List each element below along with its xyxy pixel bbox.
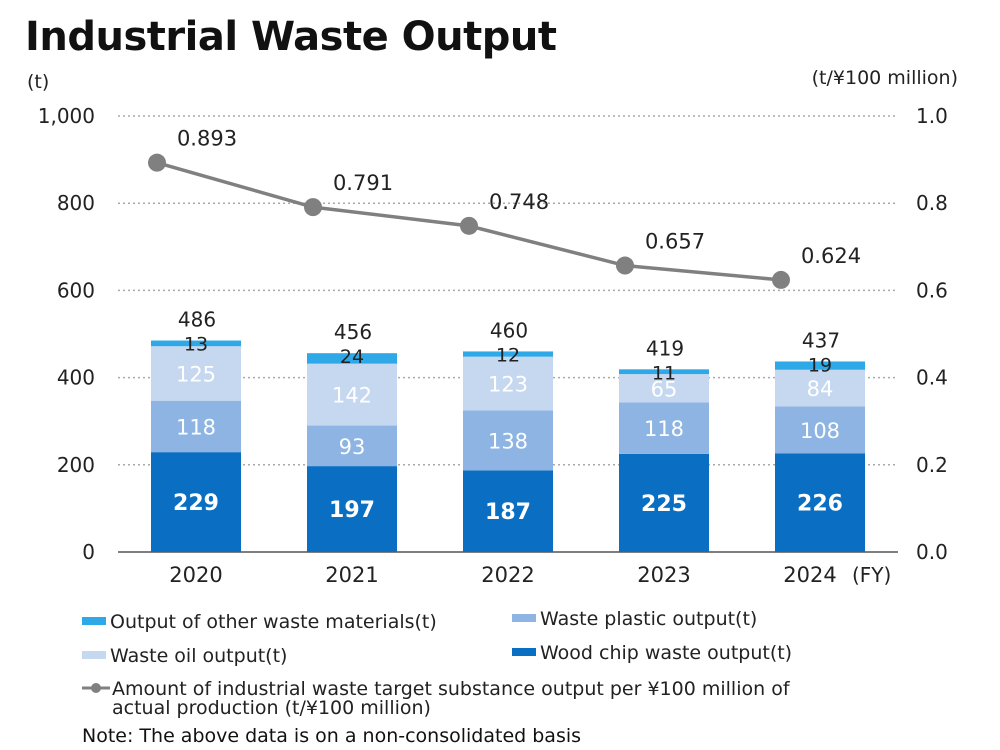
legend-item-plastic: Waste plastic output(t)	[512, 608, 757, 630]
bar-segment-plastic	[775, 406, 865, 454]
left-tick-label: 600	[57, 278, 95, 302]
bar-segment-oil-label: 125	[176, 362, 216, 386]
x-axis-labels: 2020 2021 2022 2023 2024	[169, 563, 836, 587]
bar-segment-oil-label: 65	[651, 377, 678, 401]
ratio-point	[616, 256, 634, 275]
footnote: Note: The above data is on a non-consoli…	[82, 725, 582, 747]
ratio-point	[148, 153, 166, 172]
right-tick-label: 0.8	[916, 191, 948, 215]
bar-segment-plastic	[463, 410, 553, 471]
left-axis-ticks: 0 200 400 600 800 1,000	[38, 104, 95, 564]
ratio-line: 0.893 0.791 0.748 0.657 0.624	[148, 127, 861, 289]
bar-segment-other-label: 13	[184, 334, 208, 356]
bar-segment-other	[463, 351, 553, 357]
bar-segment-wood-label: 229	[173, 491, 219, 516]
left-axis-unit: (t)	[27, 71, 49, 93]
bar-segment-other-label: 24	[340, 346, 364, 368]
bar-segment-wood	[463, 470, 553, 552]
bar-segment-wood-label: 226	[797, 492, 843, 517]
ratio-point	[304, 198, 322, 217]
legend-swatch-oil	[82, 650, 106, 659]
bar-segment-wood-label: 197	[329, 498, 375, 523]
right-axis-unit: (t/¥100 million)	[812, 67, 958, 89]
x-tick-label: 2024	[783, 563, 836, 587]
bar-segment-plastic-label: 118	[644, 417, 684, 441]
bar-segment-plastic	[151, 400, 241, 453]
bar-segment-plastic-label: 138	[488, 429, 528, 453]
bar-total-label: 460	[490, 318, 528, 342]
left-tick-label: 400	[57, 366, 95, 390]
bar-segment-wood	[307, 466, 397, 552]
bar-segment-other	[619, 369, 709, 375]
bar-segment-plastic-label: 108	[800, 419, 840, 443]
legend-swatch-plastic	[512, 613, 536, 622]
bar-segment-wood	[151, 452, 241, 552]
bar-segment-other-label: 11	[652, 362, 676, 384]
x-tick-label: 2023	[637, 563, 690, 587]
legend-swatch-wood	[512, 647, 536, 656]
right-tick-label: 0.4	[916, 366, 948, 390]
bar-segment-other-label: 12	[496, 344, 520, 366]
x-tick-label: 2020	[169, 563, 222, 587]
x-tick-label: 2021	[325, 563, 378, 587]
legend-swatch-other	[82, 616, 106, 625]
legend-label-line-1: Amount of industrial waste target substa…	[112, 678, 790, 700]
legend-label-other: Output of other waste materials(t)	[110, 611, 437, 633]
bar-segment-wood-label: 187	[485, 500, 531, 525]
ratio-point-label: 0.624	[801, 244, 861, 268]
left-tick-label: 200	[57, 453, 95, 477]
right-tick-label: 0.2	[916, 453, 948, 477]
left-tick-label: 800	[57, 191, 95, 215]
bar-segment-wood	[775, 453, 865, 552]
bar-segment-oil-label: 123	[488, 372, 528, 396]
ratio-point-label: 0.791	[333, 171, 393, 195]
bar-segment-other	[307, 353, 397, 364]
bar-segment-oil	[151, 346, 241, 401]
bar-segment-plastic	[307, 425, 397, 467]
legend-item-other: Output of other waste materials(t)	[82, 611, 437, 633]
x-tick-label: 2022	[481, 563, 534, 587]
bar-segment-oil-label: 142	[332, 384, 372, 408]
bar-segment-oil	[775, 369, 865, 407]
bar-segment-other	[151, 340, 241, 347]
bar-segment-plastic-label: 118	[176, 415, 216, 439]
legend-label-plastic: Waste plastic output(t)	[540, 608, 758, 630]
legend-label-wood: Wood chip waste output(t)	[540, 642, 793, 664]
bar-segment-wood	[619, 453, 709, 552]
right-tick-label: 0.6	[916, 278, 948, 302]
left-tick-label: 0	[82, 540, 95, 564]
ratio-point	[772, 270, 790, 289]
right-tick-label: 0.0	[916, 540, 948, 564]
bar-segment-plastic	[619, 402, 709, 454]
bar-total-label: 486	[178, 308, 216, 332]
ratio-point-label: 0.893	[177, 127, 237, 151]
bar-segment-plastic-label: 93	[339, 435, 366, 459]
fy-label: (FY)	[852, 563, 891, 587]
bar-segment-other-label: 19	[808, 354, 832, 376]
right-axis-ticks: 0.0 0.2 0.4 0.6 0.8 1.0	[916, 104, 948, 564]
ratio-point-label: 0.657	[645, 230, 705, 254]
bar-total-label: 419	[646, 336, 684, 360]
ratio-point	[460, 216, 478, 235]
legend-item-oil: Waste oil output(t)	[82, 645, 287, 667]
ratio-point-label: 0.748	[489, 190, 549, 214]
bar-total-label: 456	[334, 320, 372, 344]
legend-swatch-line	[82, 682, 110, 693]
legend-label-oil: Waste oil output(t)	[110, 645, 288, 667]
bar-total-label: 437	[802, 328, 840, 352]
left-tick-label: 1,000	[38, 104, 95, 128]
legend-item-line: Amount of industrial waste target substa…	[82, 680, 790, 718]
bar-segment-oil-label: 84	[807, 377, 834, 401]
chart-title: Industrial Waste Output	[25, 14, 557, 60]
legend-item-wood: Wood chip waste output(t)	[512, 642, 792, 664]
bar-segment-other	[775, 361, 865, 370]
bar-segment-wood-label: 225	[641, 492, 687, 517]
right-tick-label: 1.0	[916, 104, 948, 128]
bar-segment-oil	[307, 363, 397, 426]
bar-segment-oil	[619, 374, 709, 403]
bar-segment-oil	[463, 356, 553, 411]
legend-label-line-2: actual production (t/¥100 million)	[112, 697, 431, 719]
